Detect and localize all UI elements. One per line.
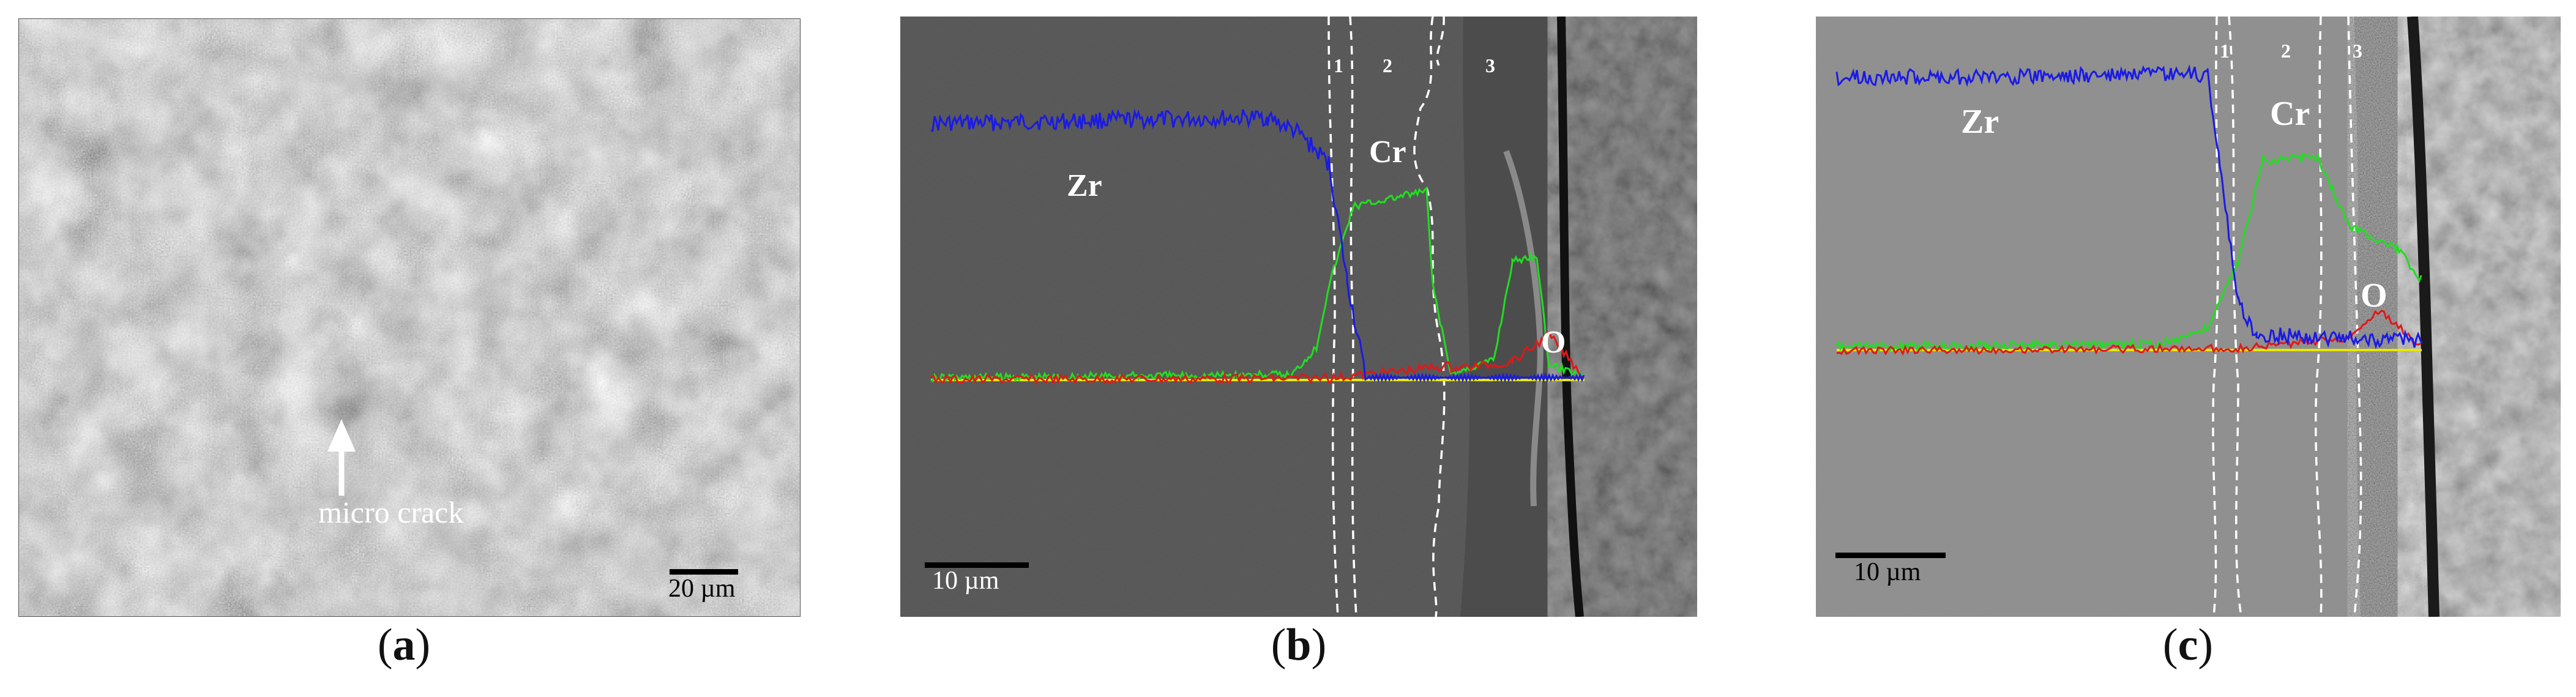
caption-b-letter: b [1286, 620, 1312, 670]
zr-line-scan [1835, 64, 2423, 349]
element-label-o: O [1541, 325, 1566, 360]
element-label-zr: Zr [1067, 168, 1102, 203]
cr-line-scan [930, 186, 1585, 382]
o-line-scan [930, 331, 1584, 386]
element-label-cr: Cr [1369, 135, 1406, 170]
caption-a: (a) [377, 620, 431, 670]
scale-bar-line [925, 562, 1029, 568]
micro-crack-label: micro crack [318, 495, 464, 529]
zone-label-2: 2 [2281, 40, 2291, 62]
panel-a: micro crack 20 µm [18, 18, 801, 617]
caption-c-letter: c [2178, 620, 2198, 670]
element-label-o: O [2361, 277, 2387, 315]
panel-c: 1 2 3 Zr Cr O 10 µm [1816, 17, 2561, 617]
zone-boundaries [2212, 17, 2362, 617]
cross-section-image-b [900, 17, 1697, 617]
zone-label-1: 1 [2220, 40, 2230, 62]
zone-label-2: 2 [1383, 54, 1392, 76]
scale-bar-label: 20 µm [668, 575, 736, 603]
scale-bar-line [1835, 553, 1946, 558]
caption-a-letter: a [392, 620, 416, 670]
zone-label-3: 3 [2353, 40, 2362, 62]
caption-b: (b) [1271, 620, 1327, 670]
arrow-up-icon [327, 419, 356, 496]
zr-line-scan [930, 108, 1585, 383]
o-line-scan [1836, 310, 2421, 356]
element-label-zr: Zr [1961, 103, 1999, 141]
caption-c: (c) [2162, 620, 2214, 670]
scale-bar-label: 10 µm [1854, 558, 1921, 586]
panel-b: 1 2 3 Zr Cr O 10 µm [900, 17, 1697, 617]
zone-label-3: 3 [1485, 54, 1495, 76]
scale-bar-label: 10 µm [932, 567, 999, 595]
scale-bar-line [670, 569, 738, 575]
zone-label-1: 1 [1334, 54, 1343, 76]
element-label-cr: Cr [2270, 95, 2310, 133]
cross-section-image-c [1816, 17, 2561, 617]
sem-surface-image [18, 18, 801, 617]
